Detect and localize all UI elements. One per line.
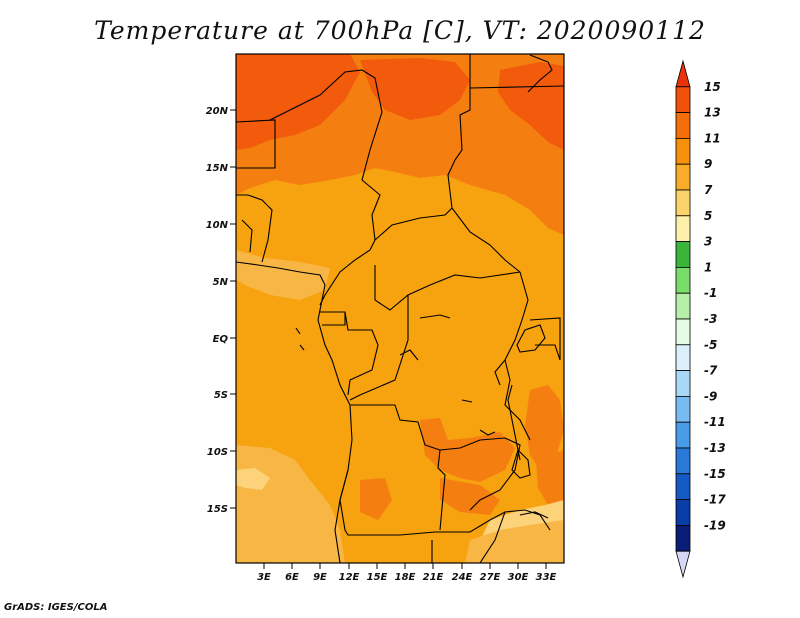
colorbar-segment xyxy=(675,499,691,526)
lat-label: EQ xyxy=(213,334,229,345)
grads-credit: GrADS: IGES/COLA xyxy=(4,602,108,613)
hot-region-northwest xyxy=(236,54,360,150)
hot-region-northeast xyxy=(498,62,564,150)
colorbar-segment xyxy=(675,163,691,191)
lat-label: 5N xyxy=(213,277,229,288)
pale-region-southwest xyxy=(236,468,270,490)
lon-label: 9E xyxy=(313,572,327,583)
colorbar-label: 3 xyxy=(704,235,712,249)
warm-region-south-3 xyxy=(440,478,500,515)
lat-label: 10N xyxy=(206,220,229,231)
longitude-axis xyxy=(263,563,547,569)
colorbar-label: -11 xyxy=(704,415,726,429)
colorbar-segment xyxy=(675,292,691,320)
colorbar xyxy=(675,59,691,579)
colorbar-label: 9 xyxy=(704,157,712,171)
colorbar-segment xyxy=(675,525,691,552)
lon-label: 15E xyxy=(367,572,388,583)
cool-region-west xyxy=(236,250,330,300)
lon-label: 12E xyxy=(339,572,360,583)
hot-region-north-center xyxy=(360,58,470,120)
colorbar-segment xyxy=(675,86,691,114)
colorbar-segment xyxy=(675,215,691,243)
latitude-axis xyxy=(230,109,236,509)
map-frame xyxy=(235,53,565,564)
colorbar-segment xyxy=(675,137,691,165)
colorbar-label: 7 xyxy=(704,183,713,197)
warm-region-southeast xyxy=(536,450,564,505)
colorbar-segment xyxy=(675,473,691,500)
colorbar-segment xyxy=(675,112,691,139)
lat-label: 20N xyxy=(206,106,229,117)
lon-label: 30E xyxy=(508,572,529,583)
colorbar-label: 13 xyxy=(704,106,721,120)
colorbar-top-arrow xyxy=(675,59,691,88)
colorbar-label: -19 xyxy=(704,518,726,532)
map-title: Temperature at 700hPa [C], VT: 202009011… xyxy=(94,16,706,45)
country-borders xyxy=(236,54,564,563)
colorbar-label: -15 xyxy=(704,467,726,481)
lon-label: 33E xyxy=(536,572,557,583)
colorbar-segment xyxy=(675,189,691,217)
lat-label: 15N xyxy=(206,163,229,174)
colorbar-segment xyxy=(675,266,691,294)
colorbar-segment xyxy=(675,370,691,397)
lon-label: 18E xyxy=(395,572,416,583)
colorbar-label: -5 xyxy=(704,338,717,352)
colorbar-label: -1 xyxy=(704,286,717,300)
colorbar-segment xyxy=(675,395,691,423)
colorbar-segment xyxy=(675,447,691,475)
colorbar-label: 1 xyxy=(704,260,712,274)
colorbar-segment xyxy=(675,421,691,449)
lat-label: 15S xyxy=(207,504,228,515)
colorbar-label: -3 xyxy=(704,312,717,326)
colorbar-label: 11 xyxy=(704,131,721,145)
lat-label: 5S xyxy=(214,390,228,401)
colorbar-segment xyxy=(675,318,691,346)
colorbar-label: -13 xyxy=(704,441,726,455)
colorbar-label: -9 xyxy=(704,389,717,403)
lon-label: 27E xyxy=(480,572,501,583)
colorbar-bottom-arrow xyxy=(675,550,691,579)
warm-region-south-2 xyxy=(525,385,564,470)
colorbar-segment xyxy=(675,344,691,371)
colorbar-label: -17 xyxy=(704,493,726,507)
lon-label: 24E xyxy=(452,572,473,583)
lon-label: 3E xyxy=(257,572,271,583)
lon-label: 21E xyxy=(423,572,444,583)
lon-label: 6E xyxy=(285,572,299,583)
colorbar-label: 15 xyxy=(704,80,721,94)
colorbar-label: 5 xyxy=(704,209,712,223)
warm-region-south-4 xyxy=(360,478,392,520)
colorbar-label: -7 xyxy=(704,364,718,378)
cool-region-southeast xyxy=(465,520,564,563)
lat-label: 10S xyxy=(207,447,228,458)
colorbar-segment xyxy=(675,241,691,268)
